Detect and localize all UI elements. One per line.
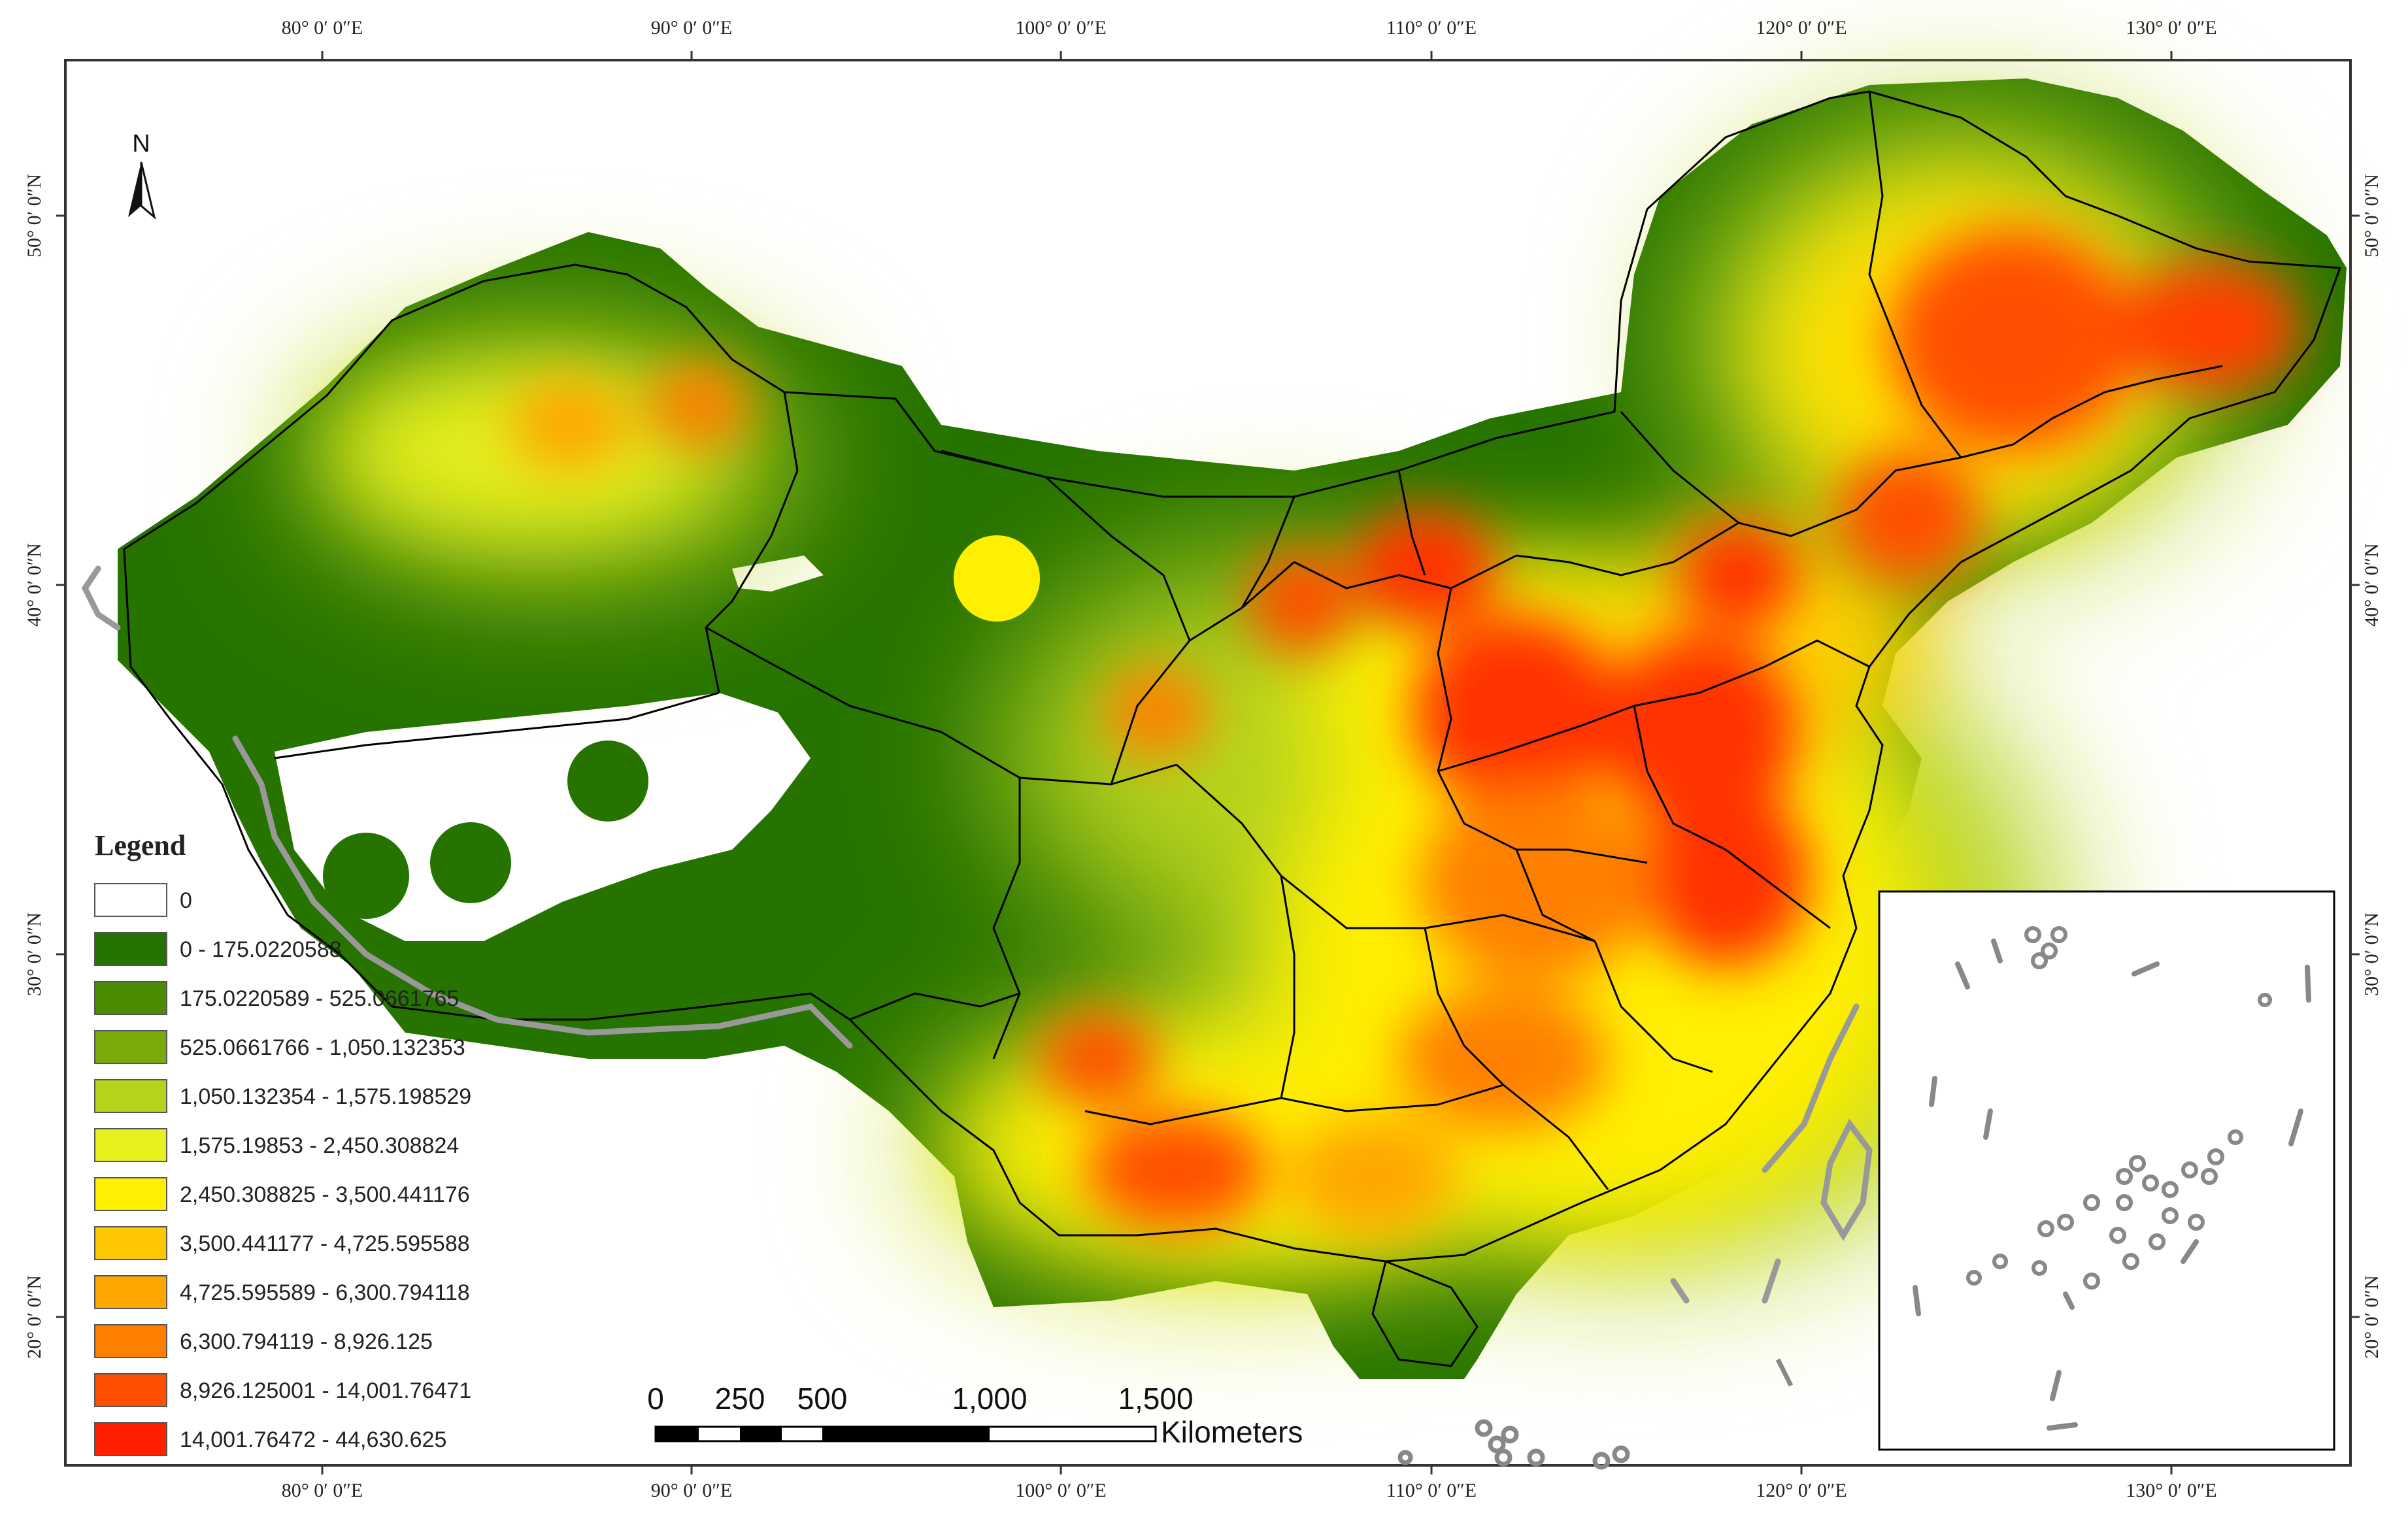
scale-unit-label: Kilometers [1161,1415,1303,1449]
province-boundaries [123,90,2341,1367]
longitude-tick-label: 90° 0′ 0″E [651,17,732,39]
density-patch [430,822,511,903]
scale-bar-outline [654,1425,1157,1442]
legend: Legend 0 0 - 175.0220588 175.0220589 - 525… [94,829,471,1456]
longitude-tick-label: 80° 0′ 0″E [282,17,363,39]
legend-item-label: 2,450.308825 - 3,500.441176 [180,1182,470,1207]
legend-item-label: 1,050.132354 - 1,575.198529 [180,1084,471,1109]
scale-tick-label: 250 [715,1382,765,1416]
legend-swatch [94,1226,167,1260]
latitude-tick-label: 30° 0′ 0″N [24,912,45,996]
latitude-tick-label: 30° 0′ 0″N [2361,912,2383,996]
legend-swatch [94,883,167,917]
longitude-tick-label: 100° 0′ 0″E [1015,1480,1106,1501]
latitude-tick-label: 40° 0′ 0″N [2361,543,2383,627]
scale-bar-segment [822,1427,990,1441]
south-china-sea-inset [1878,890,2335,1451]
scale-bar: 0 250 500 1,000 1,500 Kilometers [647,1382,1303,1449]
density-hotspots [510,229,2301,1235]
longitude-ticks-bottom: 80° 0′ 0″E 90° 0′ 0″E 100° 0′ 0″E 110° 0′ 0… [282,1465,2217,1501]
island-dots [1397,1358,1794,1470]
latitude-tick-label: 50° 0′ 0″N [2361,174,2383,258]
longitude-tick-label: 100° 0′ 0″E [1015,17,1106,39]
legend-item-label: 14,001.76472 - 44,630.625 [180,1427,446,1452]
scale-bar-segment [699,1427,740,1441]
legend-swatch [94,1079,167,1113]
latitude-tick-label: 50° 0′ 0″N [24,174,45,258]
scale-bar-segment [990,1427,1156,1441]
longitude-tick-label: 80° 0′ 0″E [282,1480,363,1501]
legend-item-label: 4,725.595589 - 6,300.794118 [180,1280,470,1305]
coastline [81,565,1873,1304]
legend-item-label: 3,500.441177 - 4,725.595588 [180,1231,470,1256]
longitude-tick-label: 110° 0′ 0″E [1386,1480,1477,1501]
longitude-ticks-top: 80° 0′ 0″E 90° 0′ 0″E 100° 0′ 0″E 110° 0′ 0… [282,17,2217,60]
legend-swatch [94,1177,167,1211]
density-surface [118,78,2347,1379]
longitude-tick-label: 130° 0′ 0″E [2126,17,2216,39]
legend-item-label: 0 - 175.0220588 [180,937,342,962]
scale-tick-label: 1,000 [952,1382,1027,1416]
legend-swatch [94,1030,167,1064]
scale-tick-label: 500 [797,1382,848,1416]
longitude-tick-label: 90° 0′ 0″E [651,1480,732,1501]
legend-swatch [94,1422,167,1456]
scale-bar-segment [782,1427,822,1441]
legend-item-label: 8,926.125001 - 14,001.76471 [180,1378,471,1403]
legend-items: 0 0 - 175.0220588 175.0220589 - 525.066176… [94,883,471,1456]
longitude-tick-label: 120° 0′ 0″E [1756,17,1847,39]
density-patch [954,535,1040,622]
scale-bar-segment [656,1427,699,1441]
legend-swatch [94,1275,167,1309]
legend-item-label: 6,300.794119 - 8,926.125 [180,1329,433,1354]
north-label: N [132,130,150,158]
legend-swatch [94,932,167,966]
longitude-tick-label: 120° 0′ 0″E [1756,1480,1847,1501]
scale-tick-label: 1,500 [1118,1382,1193,1416]
density-patch [323,833,409,919]
legend-swatch [94,1128,167,1162]
legend-swatch [94,981,167,1015]
latitude-tick-label: 20° 0′ 0″N [24,1275,45,1359]
latitude-ticks-left: 50° 0′ 0″N 40° 0′ 0″N 30° 0′ 0″N 20° 0′ 0″N [24,174,65,1359]
scale-tick-label: 0 [647,1382,664,1416]
legend-swatch [94,1373,167,1407]
legend-item-label: 0 [180,888,192,913]
latitude-tick-label: 20° 0′ 0″N [2361,1275,2383,1359]
scale-bar-segment [740,1427,782,1441]
legend-swatch [94,1324,167,1358]
north-arrow-icon: N [128,130,156,220]
longitude-tick-label: 110° 0′ 0″E [1386,17,1477,39]
latitude-tick-label: 40° 0′ 0″N [24,543,45,627]
longitude-tick-label: 130° 0′ 0″E [2126,1480,2216,1501]
legend-item-label: 175.0220589 - 525.0661765 [180,986,459,1011]
legend-title: Legend [95,829,186,861]
latitude-ticks-right: 50° 0′ 0″N 40° 0′ 0″N 30° 0′ 0″N 20° 0′ 0″N [2350,174,2383,1359]
legend-item-label: 1,575.19853 - 2,450.308824 [180,1133,459,1158]
density-patch [567,741,648,822]
legend-item-label: 525.0661766 - 1,050.132353 [180,1035,465,1060]
